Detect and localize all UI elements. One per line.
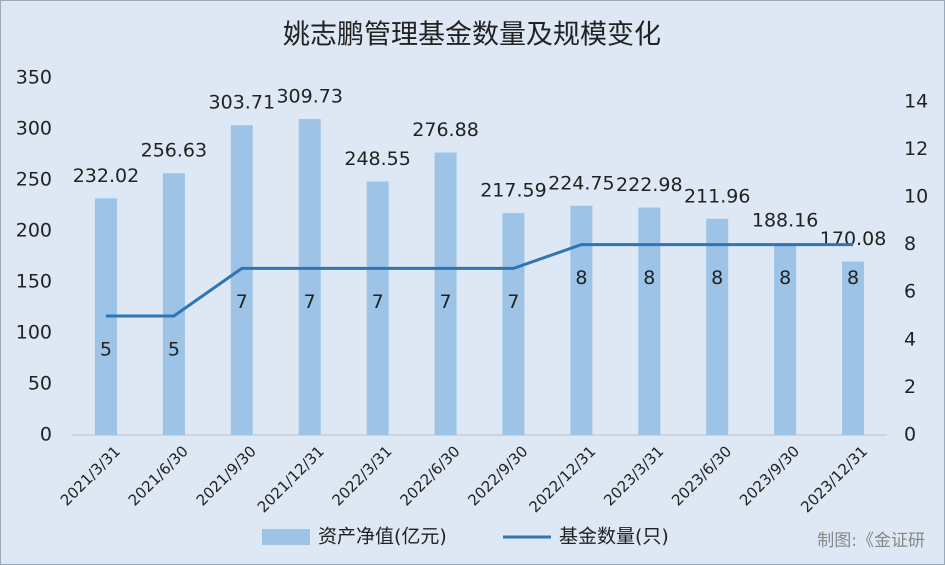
y2-tick-label: 12 [904, 138, 928, 160]
line-value-label: 8 [711, 267, 723, 289]
line-value-label: 7 [236, 291, 248, 313]
bar-value-label: 222.98 [616, 174, 682, 196]
bar-value-label: 248.55 [344, 148, 410, 170]
bar [502, 213, 525, 435]
bar [298, 119, 321, 435]
line-value-label: 7 [304, 291, 316, 313]
bar-value-label: 217.59 [480, 180, 546, 202]
bar [842, 261, 865, 435]
bar [570, 205, 593, 435]
y-tick-label: 0 [40, 424, 52, 446]
y2-tick-label: 8 [904, 233, 916, 255]
bar [366, 181, 389, 435]
line-value-label: 8 [847, 267, 859, 289]
bar-value-label: 211.96 [684, 185, 750, 207]
source: 制图:《金证研 [817, 531, 925, 551]
bar-value-label: 309.73 [276, 86, 342, 108]
bar [638, 207, 661, 435]
y2-tick-label: 0 [904, 424, 916, 446]
bar [434, 152, 457, 435]
y-tick-label: 100 [16, 322, 52, 344]
y-tick-label: 200 [16, 220, 52, 242]
line-value-label: 5 [168, 339, 180, 361]
y2-tick-label: 2 [904, 376, 916, 398]
bar-value-label: 256.63 [141, 140, 207, 162]
y-tick-label: 300 [16, 118, 52, 140]
y-tick-label: 50 [28, 373, 52, 395]
bar [706, 218, 729, 435]
y2-tick-label: 4 [904, 328, 916, 350]
bar [162, 173, 185, 435]
line-value-label: 8 [779, 267, 791, 289]
chart-title: 姚志鹏管理基金数量及规模变化 [283, 20, 661, 51]
y-tick-label: 350 [16, 67, 52, 89]
line-value-label: 5 [100, 339, 112, 361]
line-value-label: 7 [372, 291, 384, 313]
legend-label: 基金数量(只) [559, 526, 669, 548]
y2-tick-label: 14 [904, 90, 928, 112]
y-tick-label: 250 [16, 169, 52, 191]
bar-value-label: 276.88 [412, 119, 478, 141]
y2-tick-label: 10 [904, 186, 928, 208]
y2-tick-label: 6 [904, 281, 916, 303]
y-tick-label: 150 [16, 271, 52, 293]
line-value-label: 8 [643, 267, 655, 289]
legend-swatch [262, 529, 310, 545]
line [105, 243, 854, 318]
bar-value-label: 224.75 [548, 172, 614, 194]
legend-label: 资产净值(亿元) [318, 526, 447, 548]
line-value-label: 7 [507, 291, 519, 313]
bar-value-label: 303.71 [209, 92, 275, 114]
bar-value-label: 232.02 [73, 165, 139, 187]
line-value-label: 8 [575, 267, 587, 289]
bar [774, 243, 797, 435]
bar-value-label: 188.16 [752, 210, 818, 232]
bar [230, 125, 253, 436]
line-value-label: 7 [439, 291, 451, 313]
bar-value-label: 170.08 [820, 228, 886, 250]
